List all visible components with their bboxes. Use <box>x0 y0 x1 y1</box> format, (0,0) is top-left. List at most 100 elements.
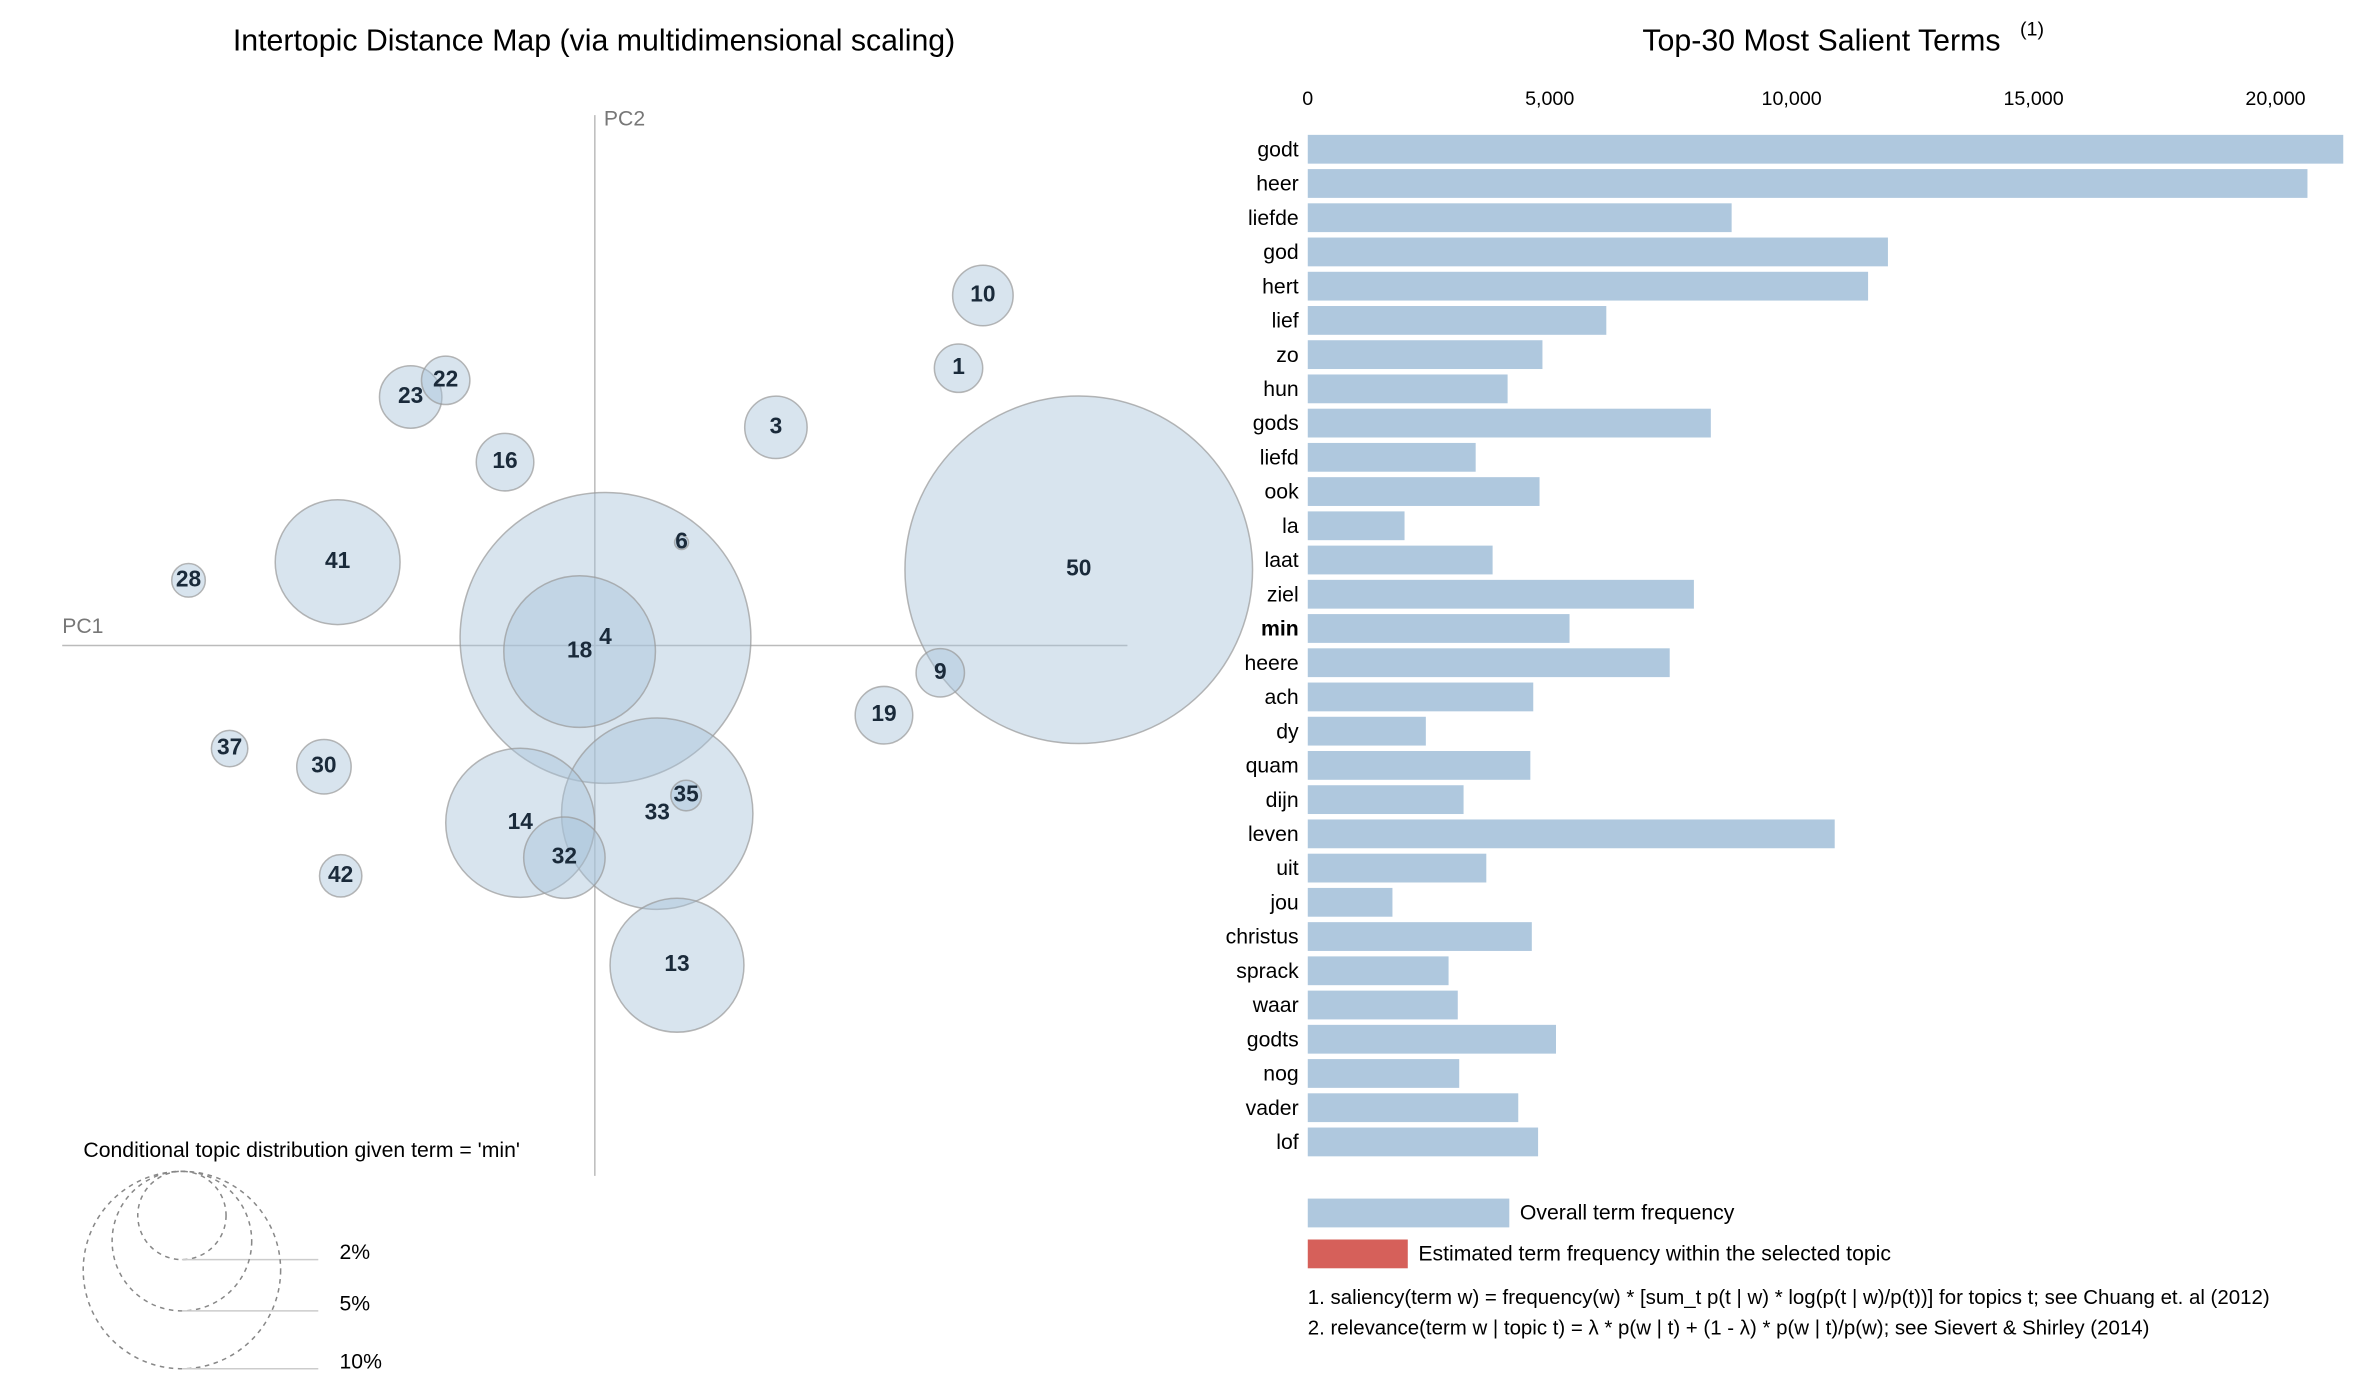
term-label: quam <box>1246 755 1299 778</box>
bar <box>1307 853 1487 883</box>
term-label: dy <box>1276 720 1299 743</box>
topic-bubble <box>673 534 690 551</box>
bar <box>1307 887 1393 917</box>
term-label: ziel <box>1267 583 1299 606</box>
term-label: hert <box>1262 275 1299 298</box>
bar <box>1307 1127 1539 1157</box>
topic-label: 35 <box>673 781 698 807</box>
bar <box>1307 306 1607 335</box>
term-label: laat <box>1264 549 1298 572</box>
term-label: godt <box>1257 138 1298 161</box>
size-legend-circle <box>111 1170 253 1312</box>
topic-label: 4 <box>599 623 612 649</box>
term-label: lief <box>1272 310 1299 333</box>
bar <box>1307 1093 1519 1123</box>
term-label: waar <box>1252 994 1299 1017</box>
bar <box>1307 134 2344 164</box>
bar <box>1307 751 1531 780</box>
bar <box>1307 545 1493 575</box>
topic-label: 14 <box>508 808 534 834</box>
x-tick-label: 0 <box>1302 88 1313 110</box>
topic-label: 42 <box>328 861 353 887</box>
term-label: christus <box>1226 926 1299 949</box>
topic-bubble <box>854 685 914 745</box>
topic-bubble <box>904 395 1254 745</box>
term-label: min <box>1261 618 1299 641</box>
topic-label: 3 <box>770 412 783 438</box>
x-tick-label: 15,000 <box>2003 88 2063 110</box>
bar <box>1307 203 1732 233</box>
term-label: god <box>1263 241 1298 264</box>
topic-bubble <box>420 355 471 406</box>
topic-label: 33 <box>645 799 670 825</box>
term-label: ach <box>1264 686 1298 709</box>
term-label: la <box>1282 515 1299 538</box>
topic-label: 37 <box>217 734 242 760</box>
bar-title-note: (1) <box>2020 19 2044 41</box>
topic-bubble <box>378 365 443 429</box>
topic-label: 22 <box>433 365 458 391</box>
footnote: 2. relevance(term w | topic t) = λ * p(w… <box>1308 1316 2150 1339</box>
topic-bubble <box>170 562 207 598</box>
bar <box>1307 237 1888 267</box>
size-legend-title: Conditional topic distribution given ter… <box>83 1139 519 1162</box>
size-legend-label: 10% <box>340 1350 383 1373</box>
topic-label: 30 <box>311 752 336 778</box>
footnote: 1. saliency(term w) = frequency(w) * [su… <box>1308 1286 2270 1309</box>
topic-label: 23 <box>398 382 423 408</box>
topic-label: 13 <box>664 950 689 976</box>
x-axis-label: PC1 <box>62 615 103 638</box>
x-tick-label: 10,000 <box>1762 88 1822 110</box>
bar <box>1307 340 1543 370</box>
term-label: gods <box>1253 412 1299 435</box>
bar <box>1307 682 1534 712</box>
term-label: nog <box>1263 1063 1298 1086</box>
topic-label: 50 <box>1066 555 1091 581</box>
topic-bubble <box>743 395 808 460</box>
topic-bubble <box>560 717 754 911</box>
topic-bubble <box>609 897 745 1033</box>
term-label: zo <box>1276 344 1298 367</box>
x-tick-label: 5,000 <box>1525 88 1574 110</box>
topic-bubble <box>670 779 703 812</box>
bar <box>1307 614 1570 643</box>
term-label: jou <box>1269 891 1298 914</box>
legend-label: Estimated term frequency within the sele… <box>1418 1242 1891 1265</box>
legend-swatch <box>1307 1239 1408 1269</box>
legend-label: Overall term frequency <box>1520 1201 1735 1224</box>
map-title: Intertopic Distance Map (via multidimens… <box>233 24 955 57</box>
x-tick-label: 20,000 <box>2245 88 2305 110</box>
topic-label: 6 <box>675 527 688 553</box>
topic-bubble <box>444 747 596 899</box>
topic-label: 32 <box>552 843 577 869</box>
term-label: hun <box>1263 378 1298 401</box>
bar <box>1307 922 1532 951</box>
topic-bubble <box>522 816 606 900</box>
term-label: dijn <box>1266 789 1299 812</box>
bar <box>1307 716 1426 746</box>
bar <box>1307 408 1711 438</box>
term-label: heere <box>1244 652 1298 675</box>
bar <box>1307 169 2308 198</box>
term-label: leven <box>1248 823 1299 846</box>
topic-bubble <box>318 853 363 898</box>
bar <box>1307 819 1835 849</box>
topic-label: 1 <box>952 353 965 379</box>
bar <box>1307 1024 1556 1054</box>
legend-swatch <box>1307 1198 1510 1228</box>
topic-label: 10 <box>970 280 995 306</box>
term-label: uit <box>1276 857 1299 880</box>
bar <box>1307 785 1464 815</box>
topic-bubble <box>274 498 401 626</box>
topic-label: 18 <box>567 637 592 663</box>
bar-title: Top-30 Most Salient Terms <box>1642 24 2000 57</box>
term-label: godts <box>1247 1028 1299 1051</box>
term-label: ook <box>1264 481 1299 504</box>
term-label: heer <box>1256 173 1298 196</box>
topic-bubble <box>295 738 352 795</box>
topic-bubble <box>951 264 1014 327</box>
size-legend-label: 5% <box>340 1292 371 1315</box>
size-legend-circle <box>82 1170 282 1370</box>
